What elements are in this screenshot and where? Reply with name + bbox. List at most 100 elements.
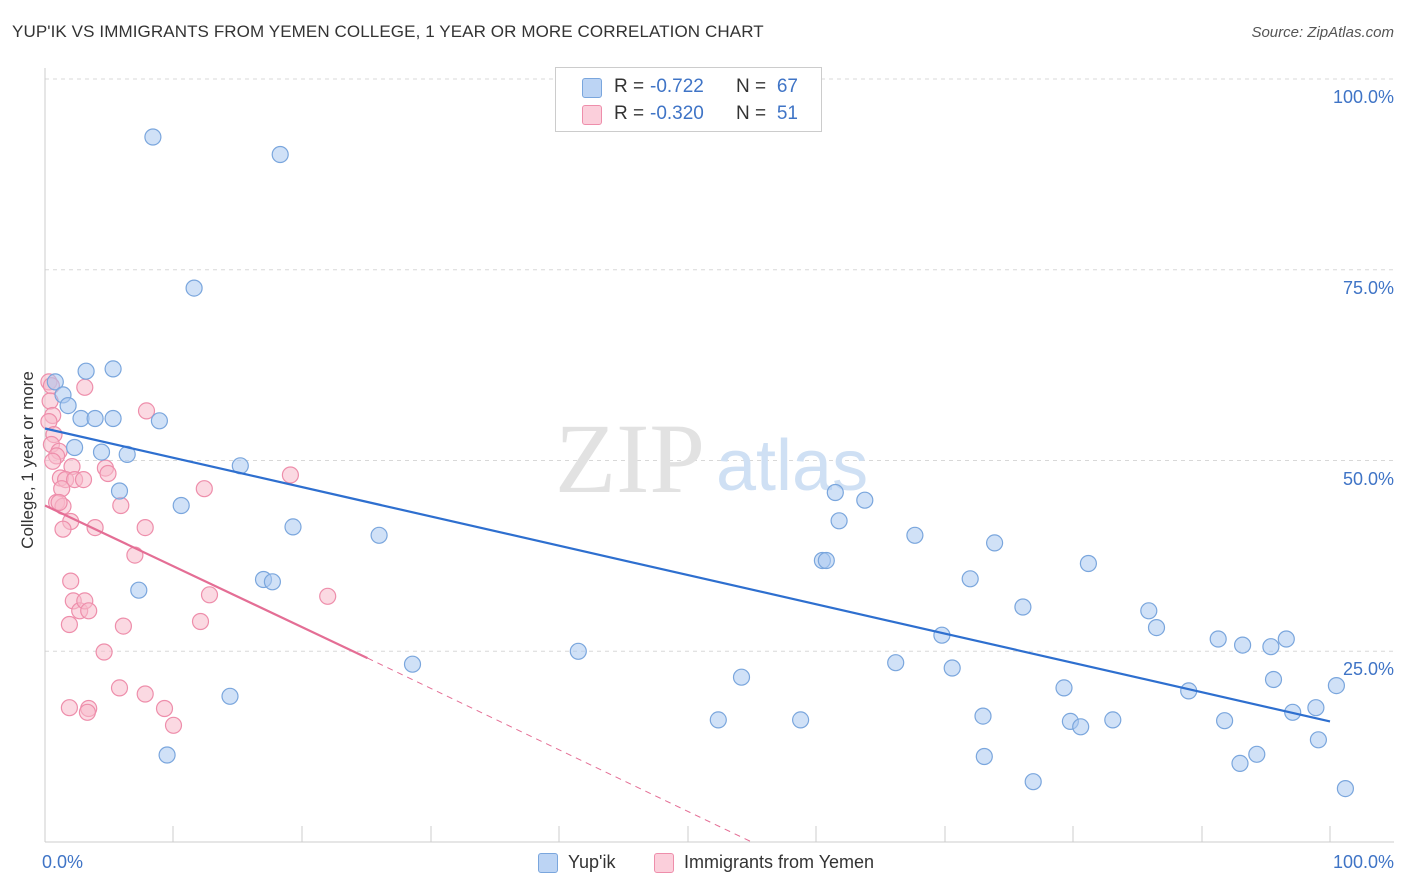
data-point-yupik	[830, 512, 848, 530]
data-point-yupik	[732, 668, 751, 686]
data-point-yupik	[172, 496, 190, 515]
series-immigrants-from-yemen	[40, 373, 337, 734]
data-point-yupik	[158, 746, 176, 764]
data-point-yupik	[856, 491, 874, 509]
legend-n-label: N =	[736, 103, 767, 124]
data-point-yupik	[1079, 554, 1098, 573]
data-point-yemen	[78, 703, 97, 721]
legend-label-yupik: Yup'ik	[568, 852, 616, 872]
data-point-yupik	[77, 362, 95, 380]
grid-lines	[45, 78, 1394, 652]
data-point-yupik	[144, 128, 162, 146]
data-point-yupik	[1209, 630, 1227, 648]
data-point-yupik	[569, 642, 587, 660]
data-point-yupik	[46, 373, 64, 391]
data-point-yupik	[961, 570, 979, 588]
data-point-yupik	[104, 409, 122, 428]
legend-label-yemen: Immigrants from Yemen	[684, 852, 875, 872]
data-point-yupik	[110, 482, 129, 500]
data-point-yemen	[76, 378, 94, 396]
data-point-yemen	[136, 685, 154, 703]
data-point-yupik	[1262, 638, 1280, 656]
legend-n-value: 67	[776, 76, 798, 97]
watermark: ZIP atlas	[555, 403, 868, 514]
data-point-yupik	[185, 279, 203, 297]
data-point-yemen	[44, 452, 62, 470]
data-point-yupik	[92, 443, 111, 461]
data-point-yupik	[1307, 699, 1325, 717]
data-point-yupik	[975, 747, 993, 766]
data-point-yemen	[136, 518, 154, 537]
series-yupik	[46, 128, 1355, 798]
y-tick-label: 50.0%	[1342, 468, 1394, 489]
data-point-yupik	[370, 526, 388, 544]
y-tick-label: 25.0%	[1342, 659, 1394, 680]
trend-line-yemen-extrapolated	[367, 657, 753, 843]
legend-r-label: R =	[614, 103, 645, 124]
data-point-yupik	[1277, 630, 1295, 648]
legend-r-value: -0.722	[650, 76, 704, 97]
data-point-yupik	[887, 654, 905, 672]
data-point-yupik	[150, 412, 168, 430]
data-point-yupik	[1014, 598, 1032, 616]
data-point-yemen	[191, 612, 210, 631]
data-point-yupik	[817, 551, 835, 570]
data-point-yupik	[130, 581, 148, 599]
data-point-yupik	[1104, 711, 1122, 729]
data-point-yupik	[1248, 745, 1266, 763]
legend-row-yemen: R = -0.320 N = 51	[556, 100, 821, 128]
legend-n-value: 51	[776, 103, 798, 124]
data-point-yemen	[110, 679, 129, 697]
legend-swatch-yemen	[654, 852, 674, 873]
legend-r-label: R =	[614, 76, 645, 97]
trend-line-yupik	[44, 427, 1331, 723]
data-point-yupik	[1147, 618, 1166, 637]
data-point-yupik	[86, 409, 104, 428]
data-point-yupik	[906, 526, 924, 544]
data-point-yupik	[1327, 676, 1346, 695]
data-point-yupik	[221, 687, 239, 705]
watermark-atlas: atlas	[716, 426, 868, 506]
data-point-yemen	[200, 586, 219, 604]
data-point-yemen	[195, 480, 213, 498]
data-point-yemen	[155, 699, 174, 718]
watermark-zip: ZIP	[555, 403, 705, 514]
legend-swatch-yupik	[538, 852, 558, 873]
data-point-yupik	[1055, 679, 1073, 697]
legend-swatch-pink	[582, 105, 602, 125]
data-point-yupik	[1215, 712, 1234, 730]
series-legend: Yup'ik Immigrants from Yemen	[0, 852, 1406, 878]
data-point-yupik	[826, 483, 844, 502]
trend-lines	[44, 427, 1331, 843]
data-point-yupik	[1264, 670, 1283, 689]
data-point-yemen	[319, 587, 337, 605]
data-point-yupik	[943, 659, 961, 677]
x-tick-label-min: 0.0%	[42, 852, 84, 872]
data-point-yemen	[74, 471, 93, 489]
data-point-yupik	[1336, 779, 1355, 798]
y-tick-label: 100.0%	[1332, 87, 1394, 107]
data-point-yupik	[1072, 718, 1090, 736]
legend-swatch-blue	[582, 78, 602, 98]
data-point-yupik	[271, 145, 289, 164]
data-point-yupik	[1231, 754, 1249, 773]
data-point-yupik	[65, 438, 84, 457]
data-point-yupik	[1140, 602, 1158, 620]
data-point-yemen	[114, 617, 133, 635]
data-point-yupik	[104, 360, 122, 378]
data-point-yupik	[985, 534, 1004, 552]
data-point-yupik	[709, 711, 727, 729]
data-point-yupik	[1233, 636, 1252, 654]
data-point-yemen	[60, 615, 79, 634]
source-label: Source: ZipAtlas.com	[1251, 24, 1394, 41]
data-point-yupik	[791, 711, 810, 729]
data-point-yupik	[1309, 731, 1328, 749]
data-point-yemen	[164, 716, 183, 734]
data-point-yemen	[60, 699, 79, 717]
chart-title: YUP'IK VS IMMIGRANTS FROM YEMEN COLLEGE,…	[12, 22, 764, 41]
data-point-yupik	[1024, 773, 1042, 791]
data-point-yupik	[974, 707, 992, 725]
y-tick-label: 75.0%	[1342, 277, 1394, 298]
data-point-yemen	[80, 602, 98, 620]
